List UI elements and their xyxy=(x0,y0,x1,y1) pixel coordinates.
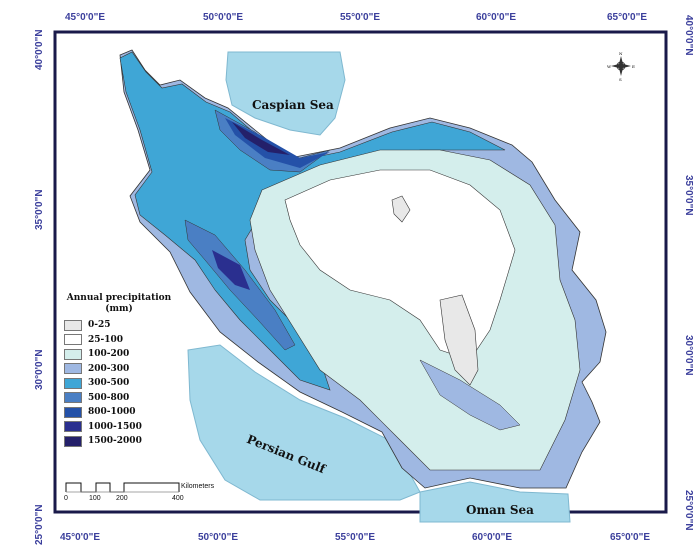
lat-label-25-right: 25°0'0"N xyxy=(683,490,694,531)
lon-label-50-bottom: 50°0'0"E xyxy=(198,532,239,543)
scale-unit: Kilometers xyxy=(181,483,215,490)
legend-swatch xyxy=(64,319,82,331)
legend-swatch xyxy=(64,363,82,375)
legend-label: 100-200 xyxy=(88,349,130,360)
scale-tick-0: 0 xyxy=(64,495,68,502)
legend-label: 0-25 xyxy=(88,320,111,331)
legend-swatch xyxy=(64,406,82,418)
lon-label-65-bottom: 65°0'0"E xyxy=(610,532,651,543)
scale-tick-400: 400 xyxy=(172,495,184,502)
legend-title: Annual precipitation (mm) xyxy=(66,293,172,314)
legend-swatch xyxy=(64,334,82,346)
scale-bar: Kilometers 0 100 200 400 xyxy=(64,480,214,502)
legend-swatch xyxy=(64,377,82,389)
lat-label-30: 30°0'0"N xyxy=(34,349,45,390)
lon-label-55: 55°0'0"E xyxy=(340,12,381,23)
compass-s: S xyxy=(619,77,622,82)
legend-item: 200-300 xyxy=(64,362,174,377)
compass-w: W xyxy=(607,64,612,69)
legend-label: 25-100 xyxy=(88,334,124,345)
legend-item: 1000-1500 xyxy=(64,420,174,435)
lon-label-65: 65°0'0"E xyxy=(607,12,648,23)
persian-gulf xyxy=(187,344,421,501)
lat-label-25: 25°0'0"N xyxy=(34,504,45,545)
oman-sea-label: Oman Sea xyxy=(466,503,534,517)
legend-item: 100-200 xyxy=(64,347,174,362)
compass-n: N xyxy=(619,51,623,56)
legend-item: 300-500 xyxy=(64,376,174,391)
legend-item: 800-1000 xyxy=(64,405,174,420)
legend-swatch xyxy=(64,392,82,404)
lat-label-35-right: 35°0'0"N xyxy=(683,175,694,216)
lon-label-50: 50°0'0"E xyxy=(203,12,244,23)
lat-label-35: 35°0'0"N xyxy=(34,189,45,230)
lon-label-60: 60°0'0"E xyxy=(476,12,517,23)
legend-label: 500-800 xyxy=(88,392,130,403)
scale-tick-100: 100 xyxy=(89,495,101,502)
region-1000-1500 xyxy=(212,250,250,290)
lat-label-30-right: 30°0'0"N xyxy=(683,335,694,376)
scale-bar-graphic xyxy=(65,482,180,493)
legend-swatch xyxy=(64,348,82,360)
legend-item: 500-800 xyxy=(64,391,174,406)
lon-label-45: 45°0'0"E xyxy=(65,12,106,23)
lat-label-40-right: 40°0'0"N xyxy=(683,15,694,56)
compass-e: E xyxy=(632,64,635,69)
legend: Annual precipitation (mm) 0-25 25-100 100-… xyxy=(64,293,174,449)
legend-swatch xyxy=(64,421,82,433)
compass-rose-icon: N E S W xyxy=(607,51,635,82)
lon-label-60-bottom: 60°0'0"E xyxy=(472,532,513,543)
region-800-1000 xyxy=(225,118,330,168)
lon-label-45-bottom: 45°0'0"E xyxy=(60,532,101,543)
legend-item: 0-25 xyxy=(64,318,174,333)
region-0-25-small xyxy=(391,195,411,223)
legend-swatch xyxy=(64,435,82,447)
legend-label: 1500-2000 xyxy=(88,436,142,447)
legend-item: 25-100 xyxy=(64,333,174,348)
legend-label: 300-500 xyxy=(88,378,130,389)
legend-item: 1500-2000 xyxy=(64,434,174,449)
region-200-300-south xyxy=(419,359,521,431)
lon-label-55-bottom: 55°0'0"E xyxy=(335,532,376,543)
region-0-25 xyxy=(439,294,479,386)
caspian-sea xyxy=(225,51,346,136)
caspian-sea-label: Caspian Sea xyxy=(252,98,334,112)
scale-tick-200: 200 xyxy=(116,495,128,502)
lat-label-40: 40°0'0"N xyxy=(34,29,45,70)
legend-label: 1000-1500 xyxy=(88,421,142,432)
oman-sea xyxy=(419,481,571,523)
legend-label: 800-1000 xyxy=(88,407,136,418)
legend-label: 200-300 xyxy=(88,363,130,374)
